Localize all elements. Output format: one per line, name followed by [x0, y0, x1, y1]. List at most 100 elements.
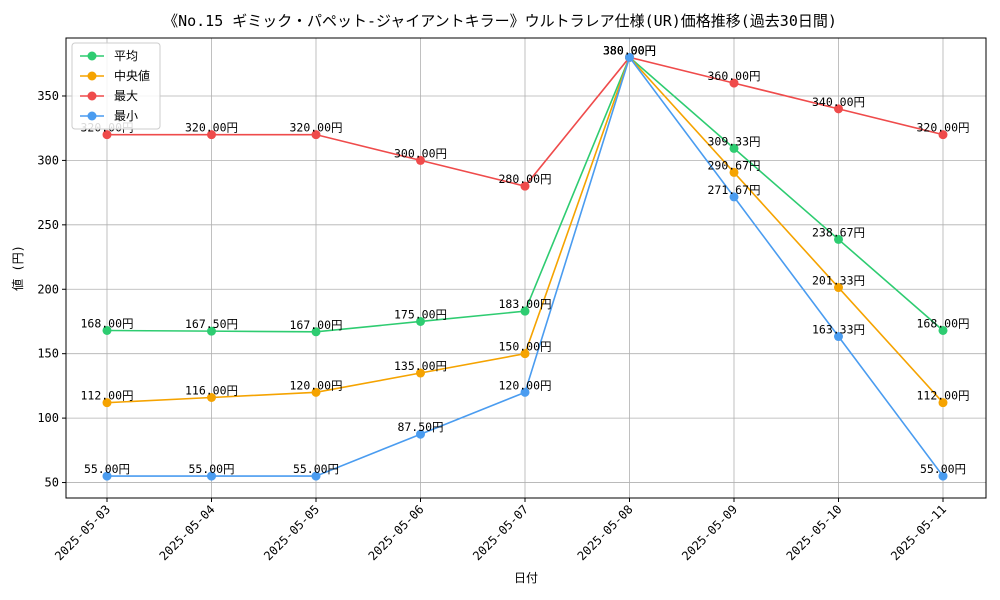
- data-label: 87.50円: [397, 420, 443, 434]
- legend-box: [71, 42, 161, 130]
- data-point: [311, 387, 321, 397]
- data-label: 300.00円: [394, 146, 447, 160]
- data-label: 55.00円: [188, 462, 234, 476]
- data-point: [311, 471, 321, 481]
- data-label: 271.67円: [707, 183, 760, 197]
- y-tick-label: 100: [37, 411, 59, 425]
- y-tick-label: 150: [37, 347, 59, 361]
- data-point: [938, 398, 948, 408]
- y-tick-label: 50: [45, 476, 59, 490]
- legend-marker: [87, 51, 97, 61]
- data-point: [416, 155, 425, 165]
- x-tick-label: 2025-05-11: [888, 502, 949, 563]
- data-label: 360.00円: [707, 69, 760, 83]
- data-label: 120.00円: [289, 378, 342, 392]
- data-label: 340.00円: [812, 95, 865, 109]
- data-label: 55.00円: [293, 462, 339, 476]
- data-label: 380.00円: [603, 43, 656, 57]
- data-point: [416, 429, 425, 439]
- data-point: [207, 130, 216, 140]
- legend-marker: [87, 71, 97, 81]
- data-label: 55.00円: [84, 462, 130, 476]
- data-point: [729, 143, 739, 153]
- data-point: [207, 392, 216, 402]
- x-tick-label: 2025-05-10: [784, 502, 845, 563]
- data-label: 116.00円: [185, 383, 238, 397]
- chart-title: 《No.15 ギミック・パペット-ジャイアントキラー》ウルトラレア仕様(UR)価…: [163, 12, 837, 30]
- data-label: 168.00円: [916, 316, 969, 330]
- data-label: 238.67円: [812, 225, 865, 239]
- plot-frame: [65, 37, 987, 499]
- data-label: 380.00円: [603, 43, 656, 57]
- data-label: 163.33円: [812, 323, 865, 337]
- data-label: 120.00円: [498, 378, 551, 392]
- x-tick-label: 2025-05-06: [366, 502, 427, 563]
- y-tick-label: 350: [37, 89, 59, 103]
- data-point: [102, 398, 112, 408]
- data-label: 112.00円: [80, 389, 133, 403]
- data-label: 112.00円: [916, 389, 969, 403]
- series-group: [102, 52, 948, 481]
- data-label: 168.00円: [80, 316, 133, 330]
- data-point: [311, 327, 321, 337]
- data-point: [938, 325, 948, 335]
- data-label: 320.00円: [916, 121, 969, 135]
- legend-label: 最大: [114, 89, 138, 103]
- data-label: 175.00円: [394, 307, 447, 321]
- data-point: [938, 471, 948, 481]
- data-point: [416, 316, 425, 326]
- data-point: [729, 78, 739, 88]
- data-point: [938, 130, 948, 140]
- data-label: 135.00円: [394, 359, 447, 373]
- data-point: [207, 471, 216, 481]
- x-tick-label: 2025-05-03: [52, 502, 113, 563]
- y-tick-label: 250: [37, 218, 59, 232]
- x-tick-label: 2025-05-04: [157, 502, 218, 563]
- data-label: 167.00円: [289, 318, 342, 332]
- data-label: 320.00円: [289, 121, 342, 135]
- data-label: 280.00円: [498, 172, 551, 186]
- data-point: [520, 306, 530, 316]
- y-axis-label: 値 (円): [10, 245, 25, 291]
- plot-background: [66, 38, 986, 498]
- data-label: 320.00円: [185, 121, 238, 135]
- x-tick-label: 2025-05-07: [470, 502, 531, 563]
- data-point: [520, 387, 530, 397]
- legend-marker: [87, 111, 97, 121]
- data-label: 167.50円: [185, 317, 238, 331]
- data-point: [207, 326, 216, 336]
- data-label: 201.33円: [812, 274, 865, 288]
- data-point: [834, 332, 843, 342]
- legend-label: 最小: [114, 109, 138, 123]
- data-point: [834, 104, 843, 114]
- data-point: [102, 130, 112, 140]
- data-point: [520, 349, 530, 359]
- data-label: 150.00円: [498, 340, 551, 354]
- data-point: [520, 181, 530, 191]
- data-label: 183.00円: [498, 297, 551, 311]
- data-label: 380.00円: [603, 43, 656, 57]
- data-point: [102, 325, 112, 335]
- x-axis-label: 日付: [514, 571, 538, 585]
- data-point: [625, 52, 634, 62]
- data-point: [416, 368, 425, 378]
- y-tick-label: 200: [37, 282, 59, 296]
- x-tick-label: 2025-05-09: [679, 502, 740, 563]
- data-label: 309.33円: [707, 134, 760, 148]
- y-tick-label: 300: [37, 153, 59, 167]
- legend-label: 中央値: [114, 68, 150, 83]
- data-point: [729, 192, 739, 202]
- data-point: [311, 130, 321, 140]
- legend-label: 平均: [114, 49, 138, 63]
- x-tick-label: 2025-05-08: [575, 502, 636, 563]
- data-point: [102, 471, 112, 481]
- x-tick-label: 2025-05-05: [261, 502, 322, 563]
- data-label: 290.67円: [707, 158, 760, 172]
- grid-lines: [66, 38, 986, 498]
- legend-marker: [87, 91, 97, 101]
- data-label: 380.00円: [603, 43, 656, 57]
- data-point: [729, 167, 739, 177]
- data-point: [834, 234, 843, 244]
